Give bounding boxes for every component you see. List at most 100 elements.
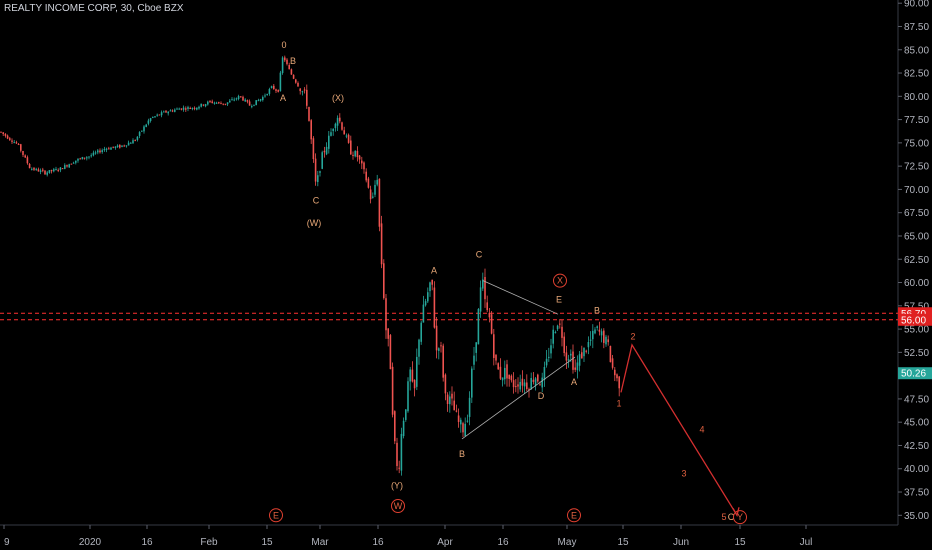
candle-body bbox=[407, 381, 409, 412]
circled-label: E bbox=[571, 510, 577, 520]
candle-body bbox=[446, 394, 449, 404]
candle-body bbox=[295, 79, 297, 83]
last-price-label: 50.26 bbox=[901, 369, 926, 380]
candle-body bbox=[552, 329, 554, 344]
wave-label: 4 bbox=[699, 425, 704, 435]
projection-path bbox=[620, 343, 738, 516]
candle-body bbox=[266, 93, 268, 96]
candle-body bbox=[354, 151, 356, 157]
candle-body bbox=[405, 409, 407, 420]
candle-body bbox=[4, 133, 7, 136]
candle-body bbox=[0, 131, 2, 133]
candle-body bbox=[596, 326, 598, 328]
candle-body bbox=[75, 160, 77, 163]
candle-body bbox=[134, 140, 136, 142]
candle-body bbox=[152, 117, 154, 119]
candle-body bbox=[202, 104, 205, 106]
x-tick-label: Jul bbox=[800, 537, 813, 548]
candle-body bbox=[592, 330, 594, 340]
x-tick-label: May bbox=[558, 537, 577, 548]
candle-body bbox=[257, 100, 260, 102]
candle-body bbox=[22, 150, 24, 155]
candle-body bbox=[545, 358, 548, 366]
candle-body bbox=[288, 65, 290, 70]
circled-label-ring bbox=[391, 498, 405, 513]
candle-body bbox=[319, 171, 321, 173]
candle-body bbox=[561, 326, 563, 338]
y-tick-label: 37.50 bbox=[904, 488, 929, 499]
y-tick-label: 45.00 bbox=[904, 418, 929, 429]
candle-body bbox=[160, 112, 163, 116]
x-tick-label: 16 bbox=[141, 537, 153, 548]
candle-body bbox=[125, 145, 128, 147]
candle-body bbox=[576, 362, 579, 371]
candle-body bbox=[515, 386, 517, 388]
candle-body bbox=[574, 367, 576, 370]
wave-label: C bbox=[476, 250, 483, 260]
candle-body bbox=[176, 108, 178, 110]
candle-body bbox=[237, 96, 240, 100]
level-badge bbox=[898, 313, 932, 326]
candle-body bbox=[424, 301, 427, 306]
candle-body bbox=[33, 167, 35, 170]
candle-body bbox=[72, 162, 75, 164]
wave-label: 2 bbox=[630, 332, 635, 342]
wave-label: 3 bbox=[681, 468, 686, 478]
candle-body bbox=[193, 107, 196, 109]
candle-body bbox=[413, 379, 416, 389]
candle-body bbox=[365, 171, 367, 181]
candle-body bbox=[352, 154, 354, 156]
candle-body bbox=[376, 179, 378, 185]
candle-body bbox=[20, 144, 22, 151]
candle-body bbox=[314, 158, 317, 182]
y-tick-label: 70.00 bbox=[904, 185, 929, 196]
candle-body bbox=[167, 111, 169, 114]
candle-body bbox=[523, 382, 526, 387]
x-tick-label: 9 bbox=[4, 537, 10, 548]
candle-body bbox=[383, 263, 385, 299]
candle-body bbox=[103, 148, 106, 151]
candle-body bbox=[539, 384, 541, 386]
candle-body bbox=[299, 88, 301, 92]
candle-body bbox=[517, 384, 519, 387]
candle-body bbox=[83, 157, 86, 159]
candle-body bbox=[88, 156, 90, 158]
candle-body bbox=[123, 145, 125, 147]
candle-body bbox=[281, 57, 284, 73]
candle-body bbox=[262, 97, 264, 101]
candle-body bbox=[556, 325, 559, 330]
y-tick-label: 42.50 bbox=[904, 441, 929, 452]
candle-body bbox=[453, 400, 455, 411]
candle-body bbox=[240, 96, 242, 98]
candle-body bbox=[158, 114, 161, 116]
candle-body bbox=[26, 157, 29, 164]
candle-body bbox=[235, 98, 238, 100]
wave-label: 1 bbox=[616, 399, 621, 409]
candle-body bbox=[321, 152, 323, 169]
candle-body bbox=[108, 148, 110, 150]
x-tick-label: Apr bbox=[437, 537, 453, 548]
candle-body bbox=[614, 369, 616, 376]
candle-body bbox=[68, 164, 70, 168]
candle-body bbox=[581, 352, 583, 359]
candle-body bbox=[589, 339, 592, 341]
candle-body bbox=[171, 110, 174, 112]
candle-body bbox=[444, 374, 447, 394]
candle-body bbox=[477, 309, 480, 345]
y-tick-label: 82.50 bbox=[904, 69, 929, 80]
y-tick-label: 60.00 bbox=[904, 278, 929, 289]
x-tick-label: 15 bbox=[617, 537, 629, 548]
candle-body bbox=[64, 165, 66, 169]
y-tick-label: 52.50 bbox=[904, 348, 929, 359]
candle-body bbox=[165, 110, 167, 113]
candle-body bbox=[431, 279, 433, 285]
candle-body bbox=[35, 168, 37, 170]
candle-body bbox=[343, 130, 345, 135]
candle-body bbox=[398, 467, 400, 469]
candle-body bbox=[136, 136, 139, 141]
x-tick-label: Jun bbox=[673, 537, 689, 548]
candle-body bbox=[9, 138, 11, 140]
wave-label: A bbox=[431, 265, 437, 275]
y-tick-label: 72.50 bbox=[904, 162, 929, 173]
